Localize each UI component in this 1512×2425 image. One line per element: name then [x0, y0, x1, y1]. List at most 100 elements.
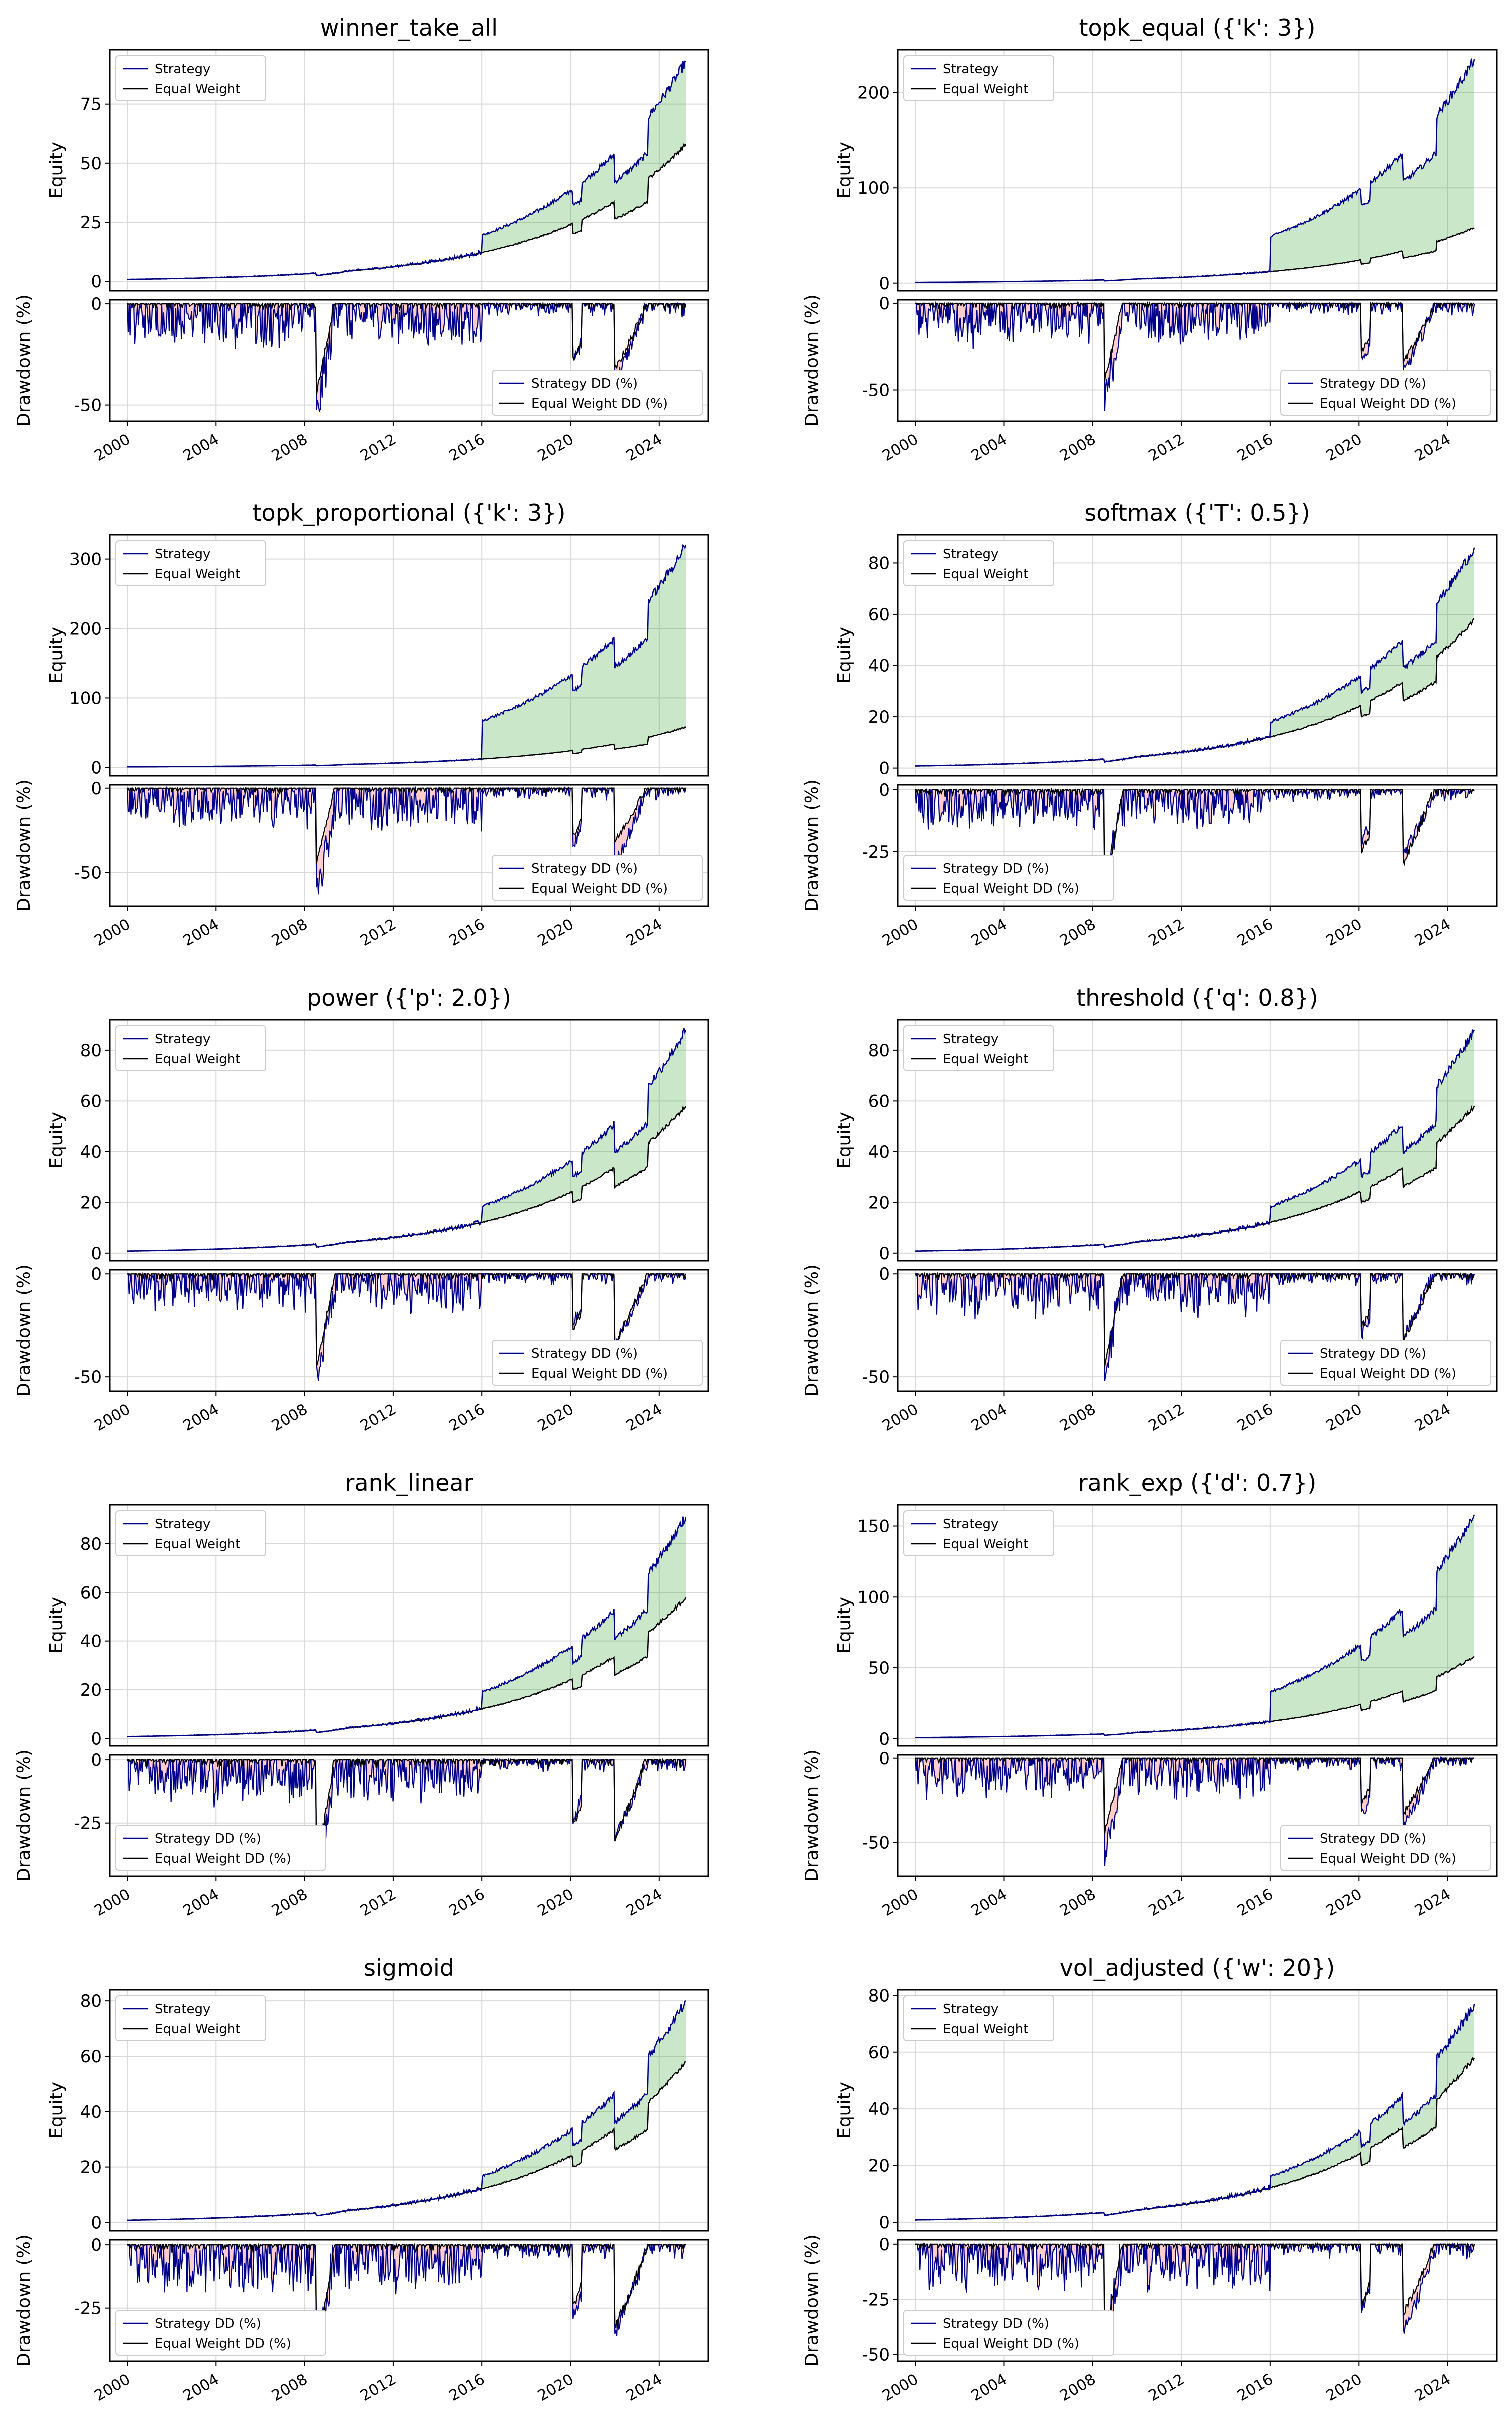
subplot-0: winner_take_all 0 25 50 75 Equity Strategy Equa… [14, 14, 709, 465]
drawdown-frame [897, 1754, 1498, 1877]
dd-fill-between [127, 788, 686, 895]
legend-strategy-dd-label: Strategy DD (%) [1320, 376, 1426, 391]
x-tick-label: 2016 [1234, 431, 1276, 465]
y-tick-label: 60 [80, 1583, 102, 1603]
equity-legend: Strategy Equal Weight [903, 1995, 1054, 2041]
x-tick-label: 2016 [1234, 2371, 1276, 2405]
strategy-dd-line [126, 301, 686, 413]
x-tick-label: 2020 [535, 1401, 577, 1435]
x-tick-label: 2004 [968, 431, 1010, 465]
drawdown-ylabel: Drawdown (%) [14, 779, 34, 912]
x-tick-label: 2016 [1234, 916, 1276, 950]
legend-equal-label: Equal Weight [155, 82, 240, 97]
subplot-title: rank_linear [345, 1469, 473, 1496]
y-tick-label: 0 [91, 758, 102, 778]
legend-box [115, 1995, 266, 2041]
legend-box [115, 1025, 266, 1071]
y-tick-label: 300 [69, 550, 102, 570]
y-tick-label: -50 [862, 1833, 890, 1853]
x-tick-label: 2000 [91, 1886, 133, 1920]
strategy-line [915, 1029, 1475, 1252]
legend-box [903, 540, 1054, 586]
x-tick-label: 2008 [269, 1886, 311, 1920]
x-tick-label: 2012 [1146, 1886, 1188, 1920]
dd-legend: Strategy DD (%) Equal Weight DD (%) [1280, 1340, 1491, 1386]
legend-equal-dd-label: Equal Weight DD (%) [943, 881, 1079, 896]
drawdown-ylabel: Drawdown (%) [802, 2234, 822, 2367]
dd-legend: Strategy DD (%) Equal Weight DD (%) [492, 855, 703, 901]
y-tick-label: 60 [80, 2047, 102, 2067]
fill-between [127, 1516, 686, 1737]
x-tick-label: 2004 [180, 916, 222, 950]
equity-ylabel: Equity [46, 1112, 67, 1169]
subplot-title: threshold ({'q': 0.8}) [1076, 984, 1318, 1011]
strategy-line [915, 547, 1475, 767]
y-tick-label: 60 [868, 605, 890, 625]
strategy-line [915, 58, 1475, 283]
drawdown-frame [109, 2239, 709, 2362]
legend-strategy-label: Strategy [155, 547, 210, 562]
equal-dd-line [127, 1272, 686, 1367]
x-tick-label: 2016 [1234, 1401, 1276, 1435]
y-tick-label: 40 [80, 1142, 102, 1162]
drawdown-ylabel: Drawdown (%) [802, 294, 822, 427]
fill-between [915, 547, 1474, 766]
drawdown-ylabel: Drawdown (%) [14, 2234, 34, 2367]
legend-strategy-label: Strategy [943, 62, 998, 77]
x-tick-label: 2020 [535, 431, 577, 465]
x-tick-label: 2012 [357, 2371, 399, 2405]
x-tick-label: 2020 [535, 1886, 577, 1920]
dd-legend: Strategy DD (%) Equal Weight DD (%) [1280, 1825, 1491, 1871]
y-tick-label: 0 [91, 294, 102, 314]
legend-strategy-dd-label: Strategy DD (%) [155, 2316, 261, 2331]
x-tick-label: 2004 [180, 2371, 222, 2405]
y-tick-label: 0 [91, 779, 102, 799]
y-tick-label: 50 [868, 1658, 890, 1678]
y-tick-label: 20 [868, 1193, 890, 1213]
legend-equal-label: Equal Weight [155, 2022, 240, 2037]
strategy-dd-line [915, 1272, 1475, 1381]
legend-strategy-dd-label: Strategy DD (%) [531, 376, 638, 391]
y-tick-label: 150 [857, 1517, 890, 1537]
x-tick-label: 2000 [879, 431, 921, 465]
drawdown-frame [109, 784, 709, 907]
strategy-dd-line [915, 2242, 1475, 2355]
strategy-line [915, 1514, 1475, 1738]
subplot-title: topk_proportional ({'k': 3}) [253, 499, 566, 526]
strategy-line [127, 2000, 686, 2221]
y-tick-label: 20 [868, 2156, 890, 2176]
drawdown-ylabel: Drawdown (%) [14, 1264, 34, 1397]
x-tick-label: 2004 [968, 1886, 1010, 1920]
x-tick-label: 2004 [180, 431, 222, 465]
x-tick-label: 2008 [269, 431, 311, 465]
legend-equal-dd-label: Equal Weight DD (%) [155, 2336, 291, 2351]
equal-dd-line [915, 1756, 1474, 1834]
y-tick-label: -25 [74, 1814, 102, 1834]
equal-weight-line [127, 1597, 687, 1737]
x-tick-label: 2020 [1323, 2371, 1365, 2405]
y-tick-label: 0 [879, 1244, 890, 1264]
equal-dd-line [127, 2242, 686, 2352]
legend-equal-dd-label: Equal Weight DD (%) [531, 881, 668, 896]
equity-frame [109, 1504, 709, 1747]
fill-between [127, 61, 686, 280]
x-tick-label: 2004 [968, 1401, 1010, 1435]
fill-between [127, 2001, 686, 2221]
y-tick-label: 80 [80, 1534, 102, 1554]
x-tick-label: 2020 [1323, 1886, 1365, 1920]
y-tick-label: 60 [868, 2043, 890, 2063]
y-tick-label: 20 [868, 707, 890, 727]
y-tick-label: 0 [879, 780, 890, 800]
legend-box [1280, 1825, 1491, 1871]
subplot-6: rank_linear 0 20 40 60 80 Equity Strategy Equal … [14, 1469, 709, 1920]
equity-ylabel: Equity [834, 142, 855, 199]
x-tick-label: 2008 [269, 2371, 311, 2405]
drawdown-frame [897, 2239, 1498, 2362]
legend-equal-label: Equal Weight [943, 2022, 1028, 2037]
legend-equal-dd-label: Equal Weight DD (%) [531, 396, 668, 411]
y-tick-label: 0 [879, 2235, 890, 2255]
x-tick-label: 2024 [1412, 2371, 1454, 2405]
subplot-title: vol_adjusted ({'w': 20}) [1060, 1954, 1335, 1981]
equal-dd-line [127, 1757, 686, 1866]
subplot-2: topk_proportional ({'k': 3}) 0 100 200 300 Eq… [14, 499, 709, 950]
